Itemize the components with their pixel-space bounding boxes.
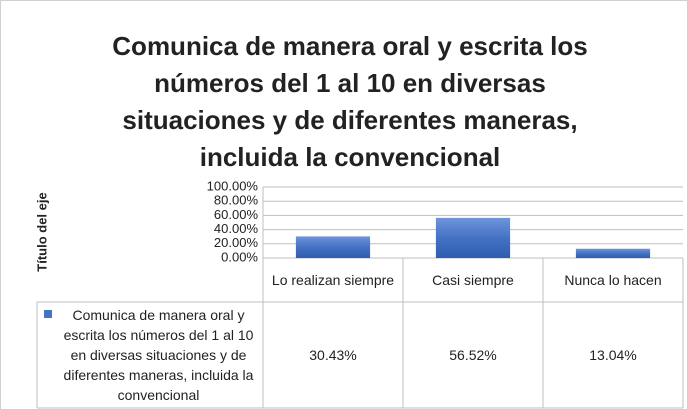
y-tick-label: 0.00% — [221, 249, 258, 264]
y-tick-label: 100.00% — [207, 178, 259, 193]
data-table-value: 56.52% — [449, 347, 497, 363]
bar — [295, 236, 371, 258]
y-tick-label: 20.00% — [214, 235, 259, 250]
bar — [435, 217, 511, 258]
x-tick-label: Lo realizan siempre — [271, 272, 395, 288]
chart-title: Comunica de manera oral y escrita los nú… — [112, 31, 588, 172]
x-tick-label: Nunca lo hacen — [564, 272, 662, 288]
y-tick-label: 60.00% — [214, 207, 259, 222]
y-tick-label: 40.00% — [214, 221, 259, 236]
bar — [575, 248, 651, 258]
data-table-value: 30.43% — [309, 347, 357, 363]
y-tick-label: 80.00% — [214, 193, 259, 208]
legend-label: Comunica de manera oral y escrita los nú… — [63, 307, 254, 403]
x-tick-label: Casi siempre — [432, 272, 514, 288]
data-table-value: 13.04% — [589, 347, 637, 363]
y-axis-label: Título del eje — [34, 192, 49, 271]
legend-marker — [44, 310, 52, 318]
